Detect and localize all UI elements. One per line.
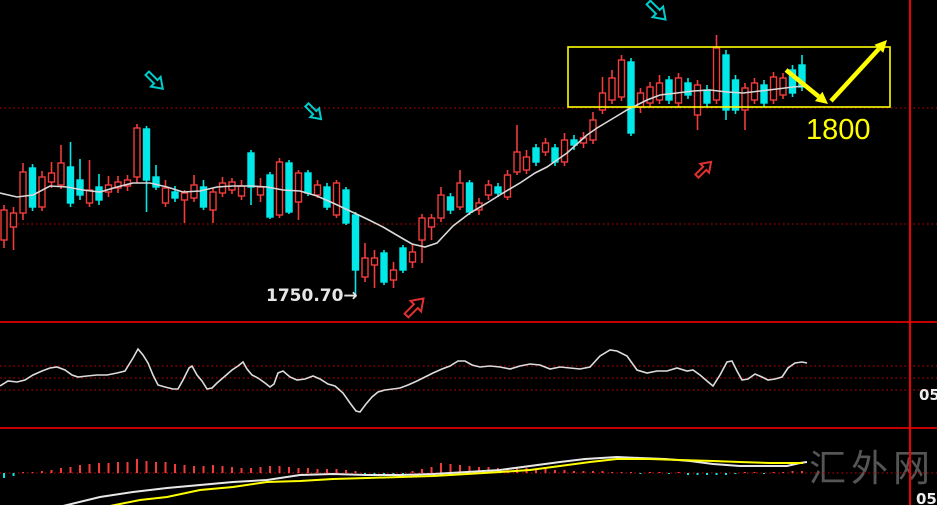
trend-arrow-shaft — [829, 47, 881, 103]
candle-body — [209, 191, 217, 211]
candle-body — [522, 156, 531, 171]
candle-body — [218, 182, 227, 194]
candle-body — [779, 77, 787, 96]
candle-body — [161, 187, 170, 204]
candle-body — [627, 61, 635, 134]
candle-body — [427, 217, 436, 228]
candle-body — [608, 77, 616, 101]
candle-body — [256, 186, 265, 196]
candle-body — [171, 191, 179, 199]
down-signal-arrow-icon — [303, 101, 323, 121]
candle-body — [57, 162, 65, 186]
time-axis-label-bottom: 05 — [916, 490, 937, 505]
candle-body — [703, 89, 711, 104]
candle-body — [332, 182, 341, 216]
candle-body — [494, 186, 502, 194]
candle-body — [133, 127, 141, 178]
candle-body — [152, 176, 160, 188]
candle-body — [760, 84, 768, 104]
down-signal-arrow-icon — [645, 0, 667, 21]
candle-body — [399, 247, 407, 271]
candle-body — [47, 172, 56, 183]
ma-line — [0, 85, 806, 248]
candle-body — [0, 209, 8, 241]
candle-body — [513, 151, 521, 173]
candle-body — [465, 182, 474, 213]
candle-body — [598, 92, 607, 111]
trend-arrow-head — [814, 91, 828, 104]
candle-body — [28, 167, 37, 208]
candle-body — [674, 77, 683, 104]
candle-body — [456, 182, 464, 208]
up-signal-arrow-icon — [403, 297, 425, 319]
candle-body — [665, 79, 673, 101]
candle-body — [199, 186, 208, 208]
candle-body — [484, 184, 493, 196]
resistance-level-label: 1800 — [806, 114, 871, 146]
candle-body — [503, 174, 512, 198]
candle-body — [285, 162, 293, 213]
candle-body — [19, 171, 27, 214]
candle-body — [76, 179, 84, 196]
candle-body — [95, 186, 103, 201]
candle-body — [266, 174, 274, 218]
candle-body — [389, 269, 398, 281]
candle-body — [323, 186, 331, 208]
candle-body — [361, 257, 369, 278]
candle-body — [142, 128, 151, 181]
candle-body — [437, 194, 445, 219]
candle-body — [741, 87, 749, 111]
macd-fast-line — [62, 455, 808, 505]
candle-body — [313, 184, 322, 196]
candle-body — [788, 69, 797, 94]
candle-body — [408, 251, 417, 263]
swing-low-price-label: 1750.70→ — [266, 286, 358, 306]
candle-body — [722, 54, 730, 111]
candle-body — [342, 189, 350, 224]
candle-body — [646, 86, 654, 104]
candle-body — [370, 257, 379, 266]
down-signal-arrow-icon — [144, 70, 165, 91]
candle-body — [655, 82, 664, 101]
trend-arrow-head — [874, 40, 887, 53]
candle-body — [446, 196, 455, 211]
candle-body — [418, 217, 426, 241]
up-signal-arrow-icon — [693, 160, 713, 180]
candle-body — [712, 47, 721, 101]
candle-body — [180, 192, 189, 201]
oscillator-line — [0, 347, 808, 413]
candle-body — [617, 59, 626, 98]
candle-body — [570, 139, 578, 146]
trend-arrow-shaft — [784, 68, 821, 99]
candle-body — [380, 252, 388, 283]
candle-body — [560, 139, 569, 163]
candle-body — [9, 212, 18, 228]
candle-body — [541, 142, 550, 153]
candle-body — [304, 172, 312, 194]
macd-slow-line — [109, 458, 803, 505]
time-axis-label-mid: 05 — [919, 386, 937, 404]
candle-body — [693, 84, 702, 116]
candle-body — [532, 147, 540, 163]
consolidation-box — [567, 46, 891, 108]
candles-layer — [0, 35, 806, 297]
candle-body — [294, 172, 303, 203]
candle-body — [684, 82, 692, 96]
candle-body — [237, 185, 246, 197]
candle-body — [731, 79, 740, 111]
candle-body — [66, 166, 75, 204]
candle-body — [114, 181, 122, 189]
candle-body — [351, 214, 360, 271]
candle-body — [247, 152, 255, 188]
candle-body — [85, 189, 94, 204]
